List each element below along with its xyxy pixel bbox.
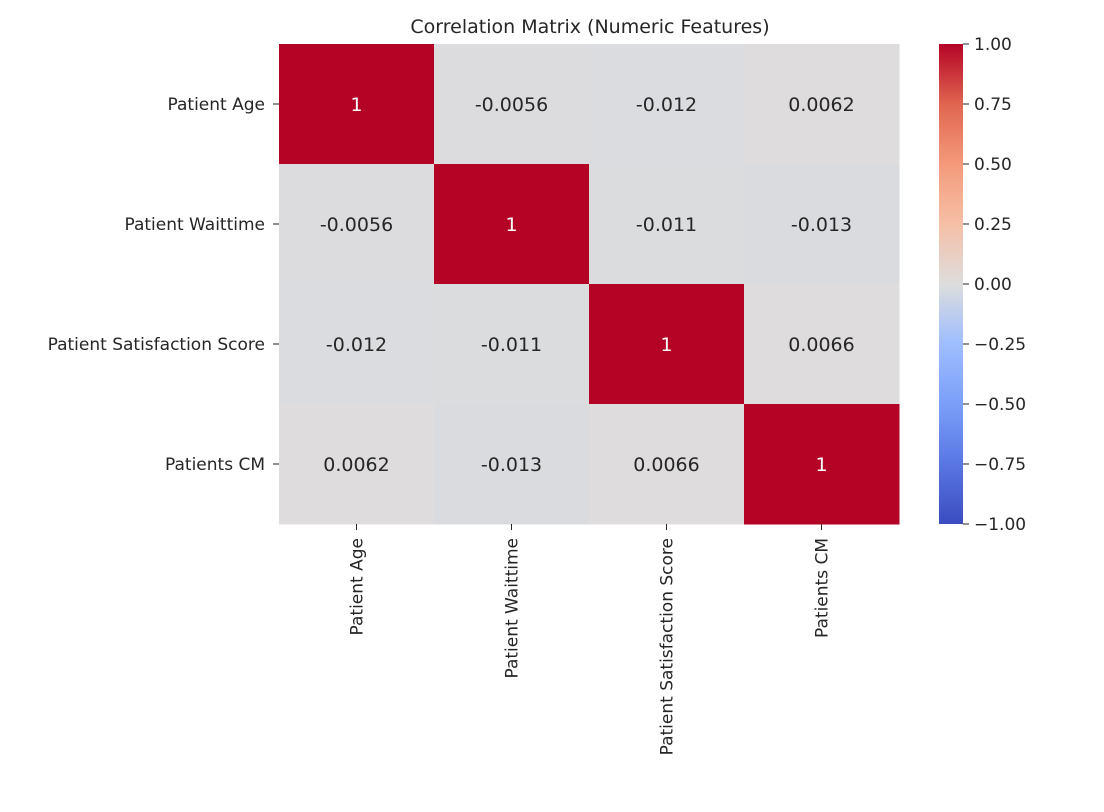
cell-annotations: 1 -0.0056 -0.012 0.0062 -0.0056 1 -0.011 -0.013…	[320, 94, 855, 476]
chart-title: Correlation Matrix (Numeric Features)	[410, 16, 769, 38]
cell-annotation: 0.0066	[788, 334, 854, 356]
colorbar-tick-label: 1.00	[974, 35, 1012, 55]
cell-annotation: -0.012	[636, 94, 697, 116]
heatmap-cell	[279, 44, 435, 165]
cell-annotation: -0.012	[326, 334, 387, 356]
heatmap-cell	[279, 404, 435, 525]
cell-annotation: -0.011	[636, 214, 697, 236]
cell-annotation: 1	[815, 454, 827, 476]
heatmap-cell	[589, 284, 745, 405]
heatmap-cell	[434, 404, 590, 525]
heatmap-cell	[434, 44, 590, 165]
heatmap-cell	[744, 164, 900, 285]
cell-annotation: -0.013	[791, 214, 852, 236]
heatmap-cell	[434, 164, 590, 285]
heatmap-cell	[434, 284, 590, 405]
colorbar-tick-label: −1.00	[974, 515, 1026, 535]
heatmap-cell	[589, 164, 745, 285]
row-label: Patient Age	[168, 95, 265, 115]
cell-annotation: -0.0056	[320, 214, 393, 236]
heatmap-cell	[279, 284, 435, 405]
cell-annotation: 0.0062	[788, 94, 854, 116]
heatmap-cell	[589, 404, 745, 525]
heatmap-cell	[744, 404, 900, 525]
cell-annotation: 1	[660, 334, 672, 356]
column-label: Patient Age	[348, 538, 368, 635]
row-label: Patient Satisfaction Score	[48, 335, 265, 355]
cell-annotation: -0.0056	[475, 94, 548, 116]
colorbar-gradient	[939, 44, 963, 524]
heatmap-cells	[279, 44, 900, 525]
colorbar-tick-label: −0.75	[974, 455, 1026, 475]
cell-annotation: 0.0066	[633, 454, 699, 476]
colorbar-tick-label: 0.00	[974, 275, 1012, 295]
heatmap-cell	[744, 44, 900, 165]
cell-annotation: 0.0062	[323, 454, 389, 476]
heatmap-cell	[589, 44, 745, 165]
cell-annotation: 1	[505, 214, 517, 236]
heatmap-cell	[744, 284, 900, 405]
column-label: Patient Satisfaction Score	[658, 538, 678, 755]
column-label: Patient Waittime	[503, 538, 523, 679]
row-labels: Patient Age Patient Waittime Patient Satis…	[48, 95, 279, 475]
heatmap-cell	[279, 164, 435, 285]
row-label: Patient Waittime	[124, 215, 265, 235]
column-labels: Patient Age Patient Waittime Patient Satis…	[348, 524, 833, 755]
colorbar-tick-label: −0.25	[974, 335, 1026, 355]
colorbar-tick-label: 0.75	[974, 95, 1012, 115]
cell-annotation: -0.013	[481, 454, 542, 476]
colorbar-tick-label: −0.50	[974, 395, 1026, 415]
colorbar: 1.00 0.75 0.50 0.25 0.00 −0.25 −0.50 −0.75 −1.00	[939, 35, 1026, 535]
colorbar-tick-label: 0.25	[974, 215, 1012, 235]
cell-annotation: 1	[350, 94, 362, 116]
colorbar-tick-label: 0.50	[974, 155, 1012, 175]
cell-annotation: -0.011	[481, 334, 542, 356]
row-label: Patients CM	[165, 455, 265, 475]
column-label: Patients CM	[813, 538, 833, 638]
